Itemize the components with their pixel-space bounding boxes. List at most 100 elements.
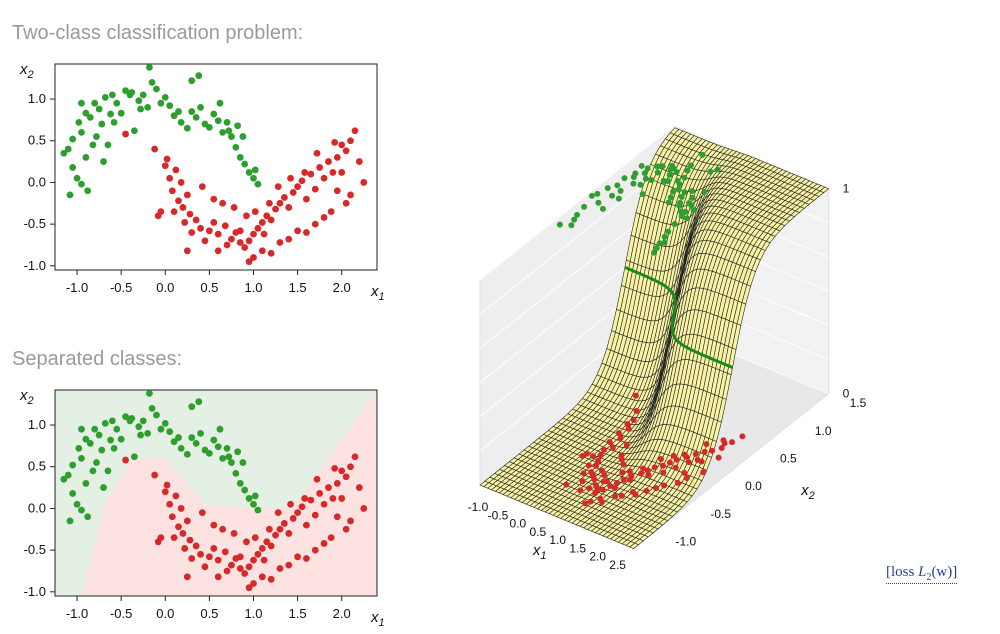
surface-point-green (682, 208, 689, 215)
data-point-red (320, 500, 328, 508)
data-point-red (294, 509, 302, 516)
surface-point-red (651, 464, 658, 471)
y-tick-label: 0.5 (28, 459, 46, 474)
x-tick-label: -1.0 (66, 606, 88, 621)
data-point-green (108, 91, 116, 99)
surface-point-red (618, 492, 625, 499)
surface-point-green (588, 192, 595, 199)
x-tick-label: -0.5 (488, 508, 509, 522)
data-point-green (170, 112, 178, 120)
grid-line (479, 124, 676, 281)
data-point-green (108, 417, 116, 425)
heading-two-class-problem: Two-class classification problem: (12, 22, 304, 44)
data-point-red (201, 563, 209, 571)
surface-point-green (617, 187, 624, 194)
data-point-red (285, 561, 293, 569)
data-point-green (122, 87, 129, 95)
data-point-green (219, 454, 227, 462)
data-point-red (285, 204, 293, 211)
data-point-green (144, 429, 152, 437)
data-point-red (214, 230, 222, 238)
data-point-red (342, 199, 350, 207)
data-point-green (126, 417, 134, 425)
data-point-red (175, 197, 182, 205)
surface-point-green (656, 240, 663, 247)
scatter-plot-separated: -1.0 -0.5 0.0 0.5 1.0 1.5 2.0 -1.0 -0.5 0.0 0.5 1.0… (19, 387, 385, 629)
surface-point-red (615, 430, 622, 437)
data-point-red (360, 179, 368, 186)
data-point-green (148, 404, 156, 412)
data-point-red (168, 513, 176, 521)
data-point-red (151, 471, 159, 479)
data-point-red (205, 553, 213, 561)
y-tick-label: 1.5 (850, 396, 867, 410)
surface-point-red (595, 457, 602, 464)
surface-point-red (645, 471, 652, 478)
data-point-green (216, 99, 224, 107)
surface-point-red (640, 465, 647, 472)
data-point-green (135, 423, 143, 431)
heading-separated-classes: Separated classes: (12, 348, 183, 370)
data-point-red (223, 567, 231, 575)
data-point-green (86, 113, 94, 121)
z-tick-label: 0 (843, 387, 850, 401)
data-point-green (192, 439, 200, 447)
data-point-green (93, 133, 100, 140)
loss-link-close: ] (952, 564, 958, 580)
surface-point-green (650, 249, 657, 256)
data-point-red (183, 247, 191, 255)
surface-point-red (599, 486, 606, 493)
data-point-red (289, 189, 297, 196)
surface-point-green (676, 202, 683, 209)
surface-point-red (618, 456, 625, 463)
x-tick-label: -1.0 (66, 280, 88, 295)
surface-point-red (598, 467, 605, 474)
scatter-plot-two-class: -1.0 -0.5 0.0 0.5 1.0 1.5 2.0 -1.0 -0.5 0.0 0.5 1.0… (19, 61, 385, 303)
x-tick-label: -0.5 (110, 606, 132, 621)
data-point-green (91, 425, 99, 433)
data-point-red (210, 521, 218, 529)
data-point-green (236, 154, 244, 161)
surface-point-red (709, 447, 716, 454)
data-point-red (280, 520, 288, 527)
surface-point-green (699, 151, 706, 158)
surface-point-red (629, 489, 636, 496)
data-point-red (175, 523, 182, 531)
surface-point-red (620, 461, 627, 468)
data-point-red (245, 237, 253, 245)
data-point-red (166, 500, 174, 508)
surface-point-red (632, 392, 639, 399)
data-point-red (241, 570, 249, 577)
data-point-red (303, 195, 310, 203)
y-tick-label: 0.0 (745, 479, 762, 493)
surface-point-red (630, 416, 637, 423)
surface-point-red (618, 452, 625, 459)
surface-point-green (599, 205, 606, 212)
y-tick-label: 1.0 (815, 424, 832, 438)
data-point-red (342, 147, 350, 155)
data-point-green (64, 145, 72, 153)
data-point-green (223, 444, 231, 452)
data-point-red (179, 530, 187, 537)
data-point-red (201, 237, 209, 245)
data-point-red (313, 149, 321, 157)
data-point-green (145, 63, 153, 71)
data-point-red (276, 525, 284, 533)
surface-point-red (563, 481, 570, 488)
y-tick-label: 0.0 (28, 174, 46, 189)
data-point-red (311, 511, 319, 519)
data-point-green (183, 450, 191, 458)
loss-l2-link[interactable]: [loss L2(w)] (886, 564, 958, 584)
data-point-green (239, 459, 247, 466)
surface-point-green (690, 207, 697, 214)
data-point-green (104, 141, 112, 149)
y-axis-label: x2 (19, 387, 34, 407)
data-point-red (307, 170, 315, 178)
surface-point-red (681, 451, 688, 458)
data-point-red (260, 556, 268, 564)
surface-point-green (666, 172, 673, 179)
surface-point-red (643, 487, 650, 494)
data-point-green (219, 128, 227, 136)
data-point-green (110, 118, 118, 126)
data-point-green (254, 180, 262, 188)
